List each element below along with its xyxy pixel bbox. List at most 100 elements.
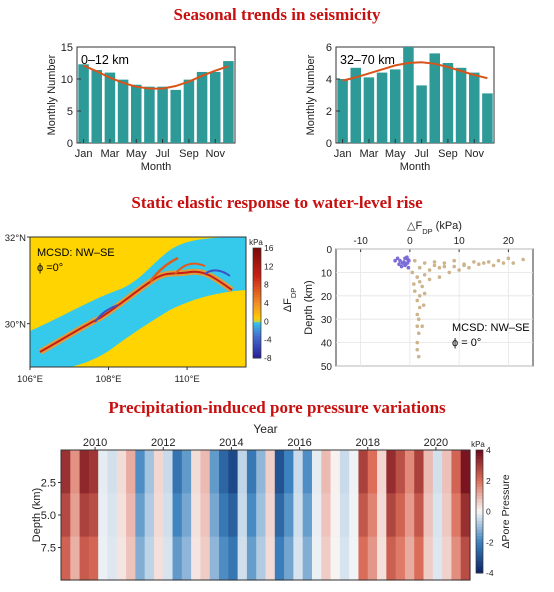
heatmap-cell [293,493,304,538]
colorbar-segment [253,289,261,293]
x-tick-label: 108°E [96,374,122,385]
heatmap-cell [228,450,239,494]
x-tick-label: 2010 [83,437,107,449]
scatter-point [437,265,442,270]
heatmap-cell [377,493,387,538]
colorbar-tick-label: 12 [264,261,274,271]
scatter-annotation: ϕ = 0° [452,337,481,349]
colorbar-tick-label: 0 [486,507,491,517]
colorbar-segment [253,253,261,257]
heatmap-cell [144,536,155,581]
x-tick-label: 2014 [219,437,243,449]
map-annotation: ϕ =0° [37,262,63,274]
scatter-point [415,298,420,303]
heatmap-cell [321,450,332,494]
y-tick-label: 50 [321,362,333,373]
scatter-point [422,291,427,296]
heatmap-cell [116,536,127,581]
colorbar-segment [253,333,261,337]
scatter-point [397,262,401,267]
heatmap-cell [442,450,453,494]
colorbar-segment [253,314,261,318]
heatmap-cell [358,450,369,494]
colorbar-segment [253,330,261,334]
bar [91,70,103,143]
heatmap-cell [70,493,81,538]
bar [455,67,467,143]
colorbar-frame [475,449,484,574]
heatmap-cell [135,536,146,581]
y-tick-label: 40 [321,339,333,350]
heatmap-cell [181,493,192,538]
heatmap-cell [126,493,136,538]
colorbar-segment [253,325,261,329]
colorbar-tick-label: 0 [264,316,269,326]
scatter-point [427,268,432,272]
x-axis-label-unit: (kPa) [433,220,462,232]
panel-annotation: 0–12 km [81,53,129,67]
heatmap-cell [293,536,304,581]
heatmap-cell [367,450,378,494]
colorbar-segment [476,520,483,525]
y-tick-label: 30°N [5,320,26,331]
heatmap-cell [274,450,285,494]
x-tick-label: Nov [464,148,484,160]
colorbar-segment [253,316,261,320]
scatter-point [415,312,420,317]
bar [429,53,441,143]
colorbar-segment [476,542,483,546]
colorbar-segment [476,545,483,549]
heatmap-cell [219,450,229,494]
heatmap-cell [79,493,90,538]
colorbar-segment [253,303,261,307]
heatmap-cell [414,536,425,581]
heatmap-cell [98,536,109,581]
map-annotation: MCSD: NW–SE [37,247,115,259]
heatmap-cell [237,536,248,581]
heatmap-cell [209,493,220,538]
colorbar-segment [253,355,261,359]
x-axis-label-subscript: DP [422,227,432,236]
heatmap-cell [256,536,267,581]
colorbar-segment [476,536,483,540]
scatter-point [413,289,417,293]
heatmap-cell [460,450,471,494]
colorbar-tick-label: -2 [486,537,494,547]
heatmap-cell [219,493,229,538]
y-tick-label: 32°N [5,233,26,244]
colorbar-segment [253,308,261,312]
scatter-point [417,265,422,270]
x-tick-label: May [126,148,147,160]
heatmap-cell [228,536,239,581]
heatmap-cell [274,493,285,538]
scatter-point [437,275,442,279]
heatmap-cell [98,450,109,494]
colorbar-tick-label: 8 [264,280,269,290]
heatmap-cell [377,536,387,581]
colorbar-segment [253,264,261,268]
heatmap-cell [386,493,397,538]
y-axis-label: Monthly Number [305,54,317,135]
scatter-point [422,272,427,277]
x-axis-label: Month [141,161,172,173]
heatmap-cell [451,450,462,494]
heatmap-cell [191,536,202,581]
y-tick-label: 15 [61,42,73,54]
bar [442,63,454,143]
colorbar-segment [476,499,483,503]
map-tributary [204,269,231,277]
scatter-point [452,264,457,269]
heatmap-cell [442,536,453,581]
heatmap-cell [293,450,304,494]
scatter-point [412,282,416,286]
bar [130,84,142,143]
colorbar-segment [476,465,483,469]
map-frame [29,236,247,368]
scatter-point [506,256,511,261]
heatmap-cell [321,493,332,538]
heatmap-cell [386,450,397,494]
